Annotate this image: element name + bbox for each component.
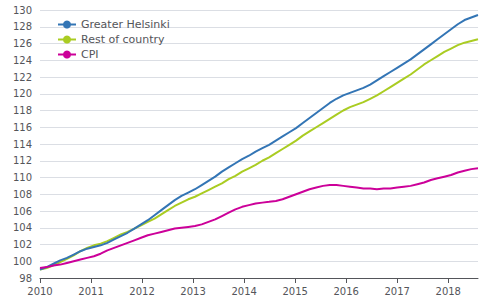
svg-text:2013: 2013: [180, 286, 205, 297]
svg-text:100: 100: [13, 256, 32, 267]
svg-text:2010: 2010: [27, 286, 52, 297]
svg-text:120: 120: [13, 88, 32, 99]
svg-text:106: 106: [13, 206, 32, 217]
svg-text:2014: 2014: [231, 286, 256, 297]
svg-text:2016: 2016: [333, 286, 358, 297]
svg-text:2011: 2011: [78, 286, 103, 297]
svg-text:118: 118: [13, 105, 32, 116]
svg-text:102: 102: [13, 239, 32, 250]
svg-text:2017: 2017: [384, 286, 409, 297]
svg-text:98: 98: [19, 273, 32, 284]
svg-text:114: 114: [13, 139, 32, 150]
svg-text:130: 130: [13, 5, 32, 16]
svg-text:CPI: CPI: [81, 48, 99, 61]
svg-text:110: 110: [13, 172, 32, 183]
svg-text:112: 112: [13, 155, 32, 166]
svg-text:Greater Helsinki: Greater Helsinki: [81, 18, 170, 31]
svg-text:2015: 2015: [282, 286, 307, 297]
svg-text:2012: 2012: [129, 286, 154, 297]
svg-text:2018: 2018: [436, 286, 461, 297]
svg-text:104: 104: [13, 222, 32, 233]
svg-text:108: 108: [13, 189, 32, 200]
svg-text:122: 122: [13, 72, 32, 83]
svg-text:126: 126: [13, 38, 32, 49]
svg-text:128: 128: [13, 21, 32, 32]
svg-text:Rest of country: Rest of country: [81, 33, 165, 46]
svg-text:116: 116: [13, 122, 32, 133]
svg-text:124: 124: [13, 55, 32, 66]
